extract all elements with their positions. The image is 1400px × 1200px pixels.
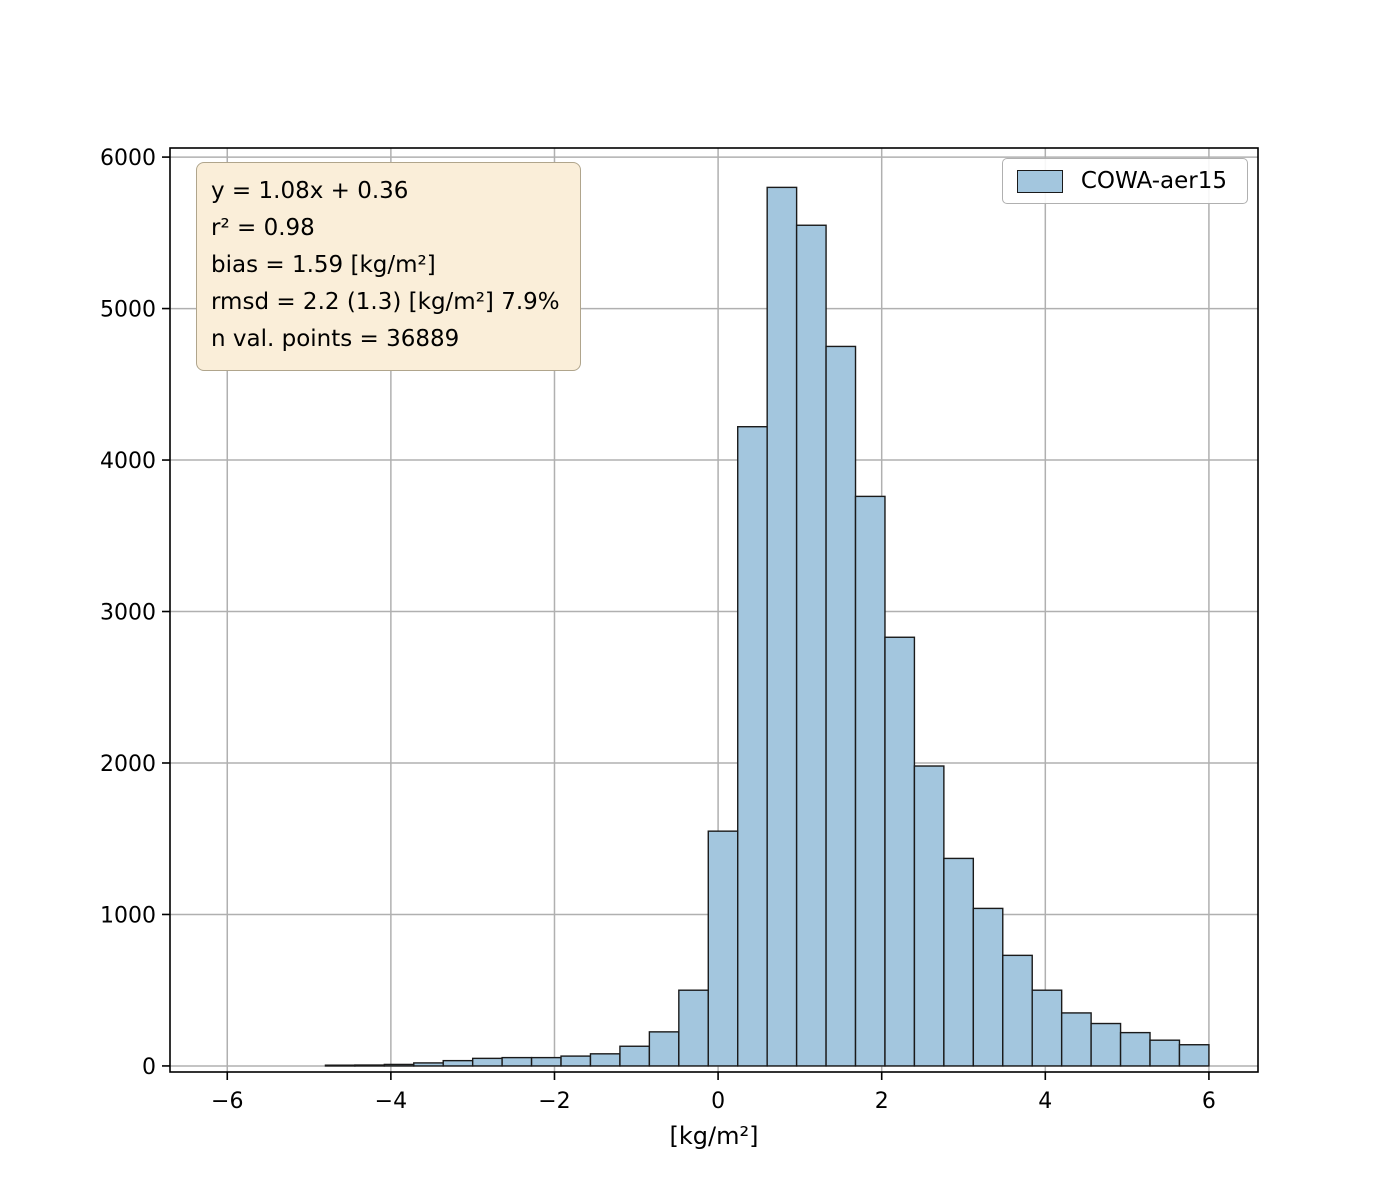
histogram-bar: [619, 1045, 651, 1067]
histogram-bar: [825, 345, 857, 1067]
x-tick-label: 0: [711, 1089, 725, 1114]
histogram-bar: [560, 1055, 592, 1067]
histogram-bar: [678, 989, 709, 1067]
histogram-bar: [501, 1056, 533, 1067]
legend-label: COWA-aer15: [1080, 168, 1227, 194]
histogram-bar: [737, 426, 768, 1067]
x-tick-label: −2: [538, 1089, 570, 1114]
histogram-bar: [589, 1053, 621, 1067]
axis-ticks: −6 −4 −2 0 2 4 6 0 1000 2000 3000 4000 5000 6000: [100, 146, 1216, 1114]
histogram-bar: [383, 1063, 415, 1067]
x-tick-label: −4: [375, 1089, 407, 1114]
stats-line-rmsd: rmsd = 2.2 (1.3) [kg/m²] 7.9%: [211, 289, 560, 315]
histogram-bar: [530, 1056, 562, 1067]
histogram-bar: [413, 1062, 444, 1067]
histogram-bar: [707, 830, 739, 1067]
stats-line-bias: bias = 1.59 [kg/m²]: [211, 252, 436, 278]
x-tick-label: 6: [1202, 1089, 1216, 1114]
histogram-bar: [943, 857, 975, 1067]
y-tick-label: 4000: [100, 449, 156, 474]
legend-swatch-icon: [1016, 169, 1063, 193]
stats-line-fit: y = 1.08x + 0.36: [211, 178, 409, 204]
legend: COWA-aer15: [1001, 158, 1248, 204]
histogram-bar: [1149, 1039, 1181, 1067]
stats-line-r2: r² = 0.98: [211, 215, 315, 241]
y-tick-label: 5000: [100, 298, 156, 323]
histogram-bar: [795, 224, 827, 1067]
y-tick-label: 0: [142, 1055, 156, 1080]
y-tick-label: 2000: [100, 752, 156, 777]
histogram-bars: [324, 186, 1210, 1067]
x-tick-label: −6: [211, 1089, 243, 1114]
y-tick-label: 1000: [100, 903, 156, 928]
x-tick-label: 2: [875, 1089, 889, 1114]
x-tick-label: 4: [1038, 1089, 1052, 1114]
histogram-bar: [854, 495, 886, 1067]
stats-box: y = 1.08x + 0.36 r² = 0.98 bias = 1.59 […: [196, 162, 581, 371]
y-tick-label: 6000: [100, 146, 156, 171]
histogram-bar: [354, 1064, 386, 1067]
histogram-bar: [1031, 989, 1063, 1067]
histogram-bar: [972, 907, 1004, 1067]
histogram-bar: [1060, 1012, 1092, 1067]
histogram-bar: [1178, 1044, 1210, 1067]
histogram-bar: [766, 186, 798, 1067]
stats-line-npoints: n val. points = 36889: [211, 326, 460, 352]
histogram-bar: [471, 1057, 503, 1067]
histogram-bar: [913, 765, 945, 1067]
histogram-bar: [1119, 1031, 1151, 1067]
histogram-bar: [1002, 954, 1033, 1067]
x-axis-label: [kg/m²]: [669, 1122, 759, 1150]
histogram-bar: [648, 1031, 680, 1067]
histogram-bar: [324, 1064, 356, 1067]
plot-frame: [169, 147, 1259, 1073]
histogram-bar: [442, 1059, 474, 1067]
y-tick-label: 3000: [100, 601, 156, 626]
histogram-bar: [1090, 1022, 1122, 1067]
histogram-bar: [884, 636, 916, 1067]
